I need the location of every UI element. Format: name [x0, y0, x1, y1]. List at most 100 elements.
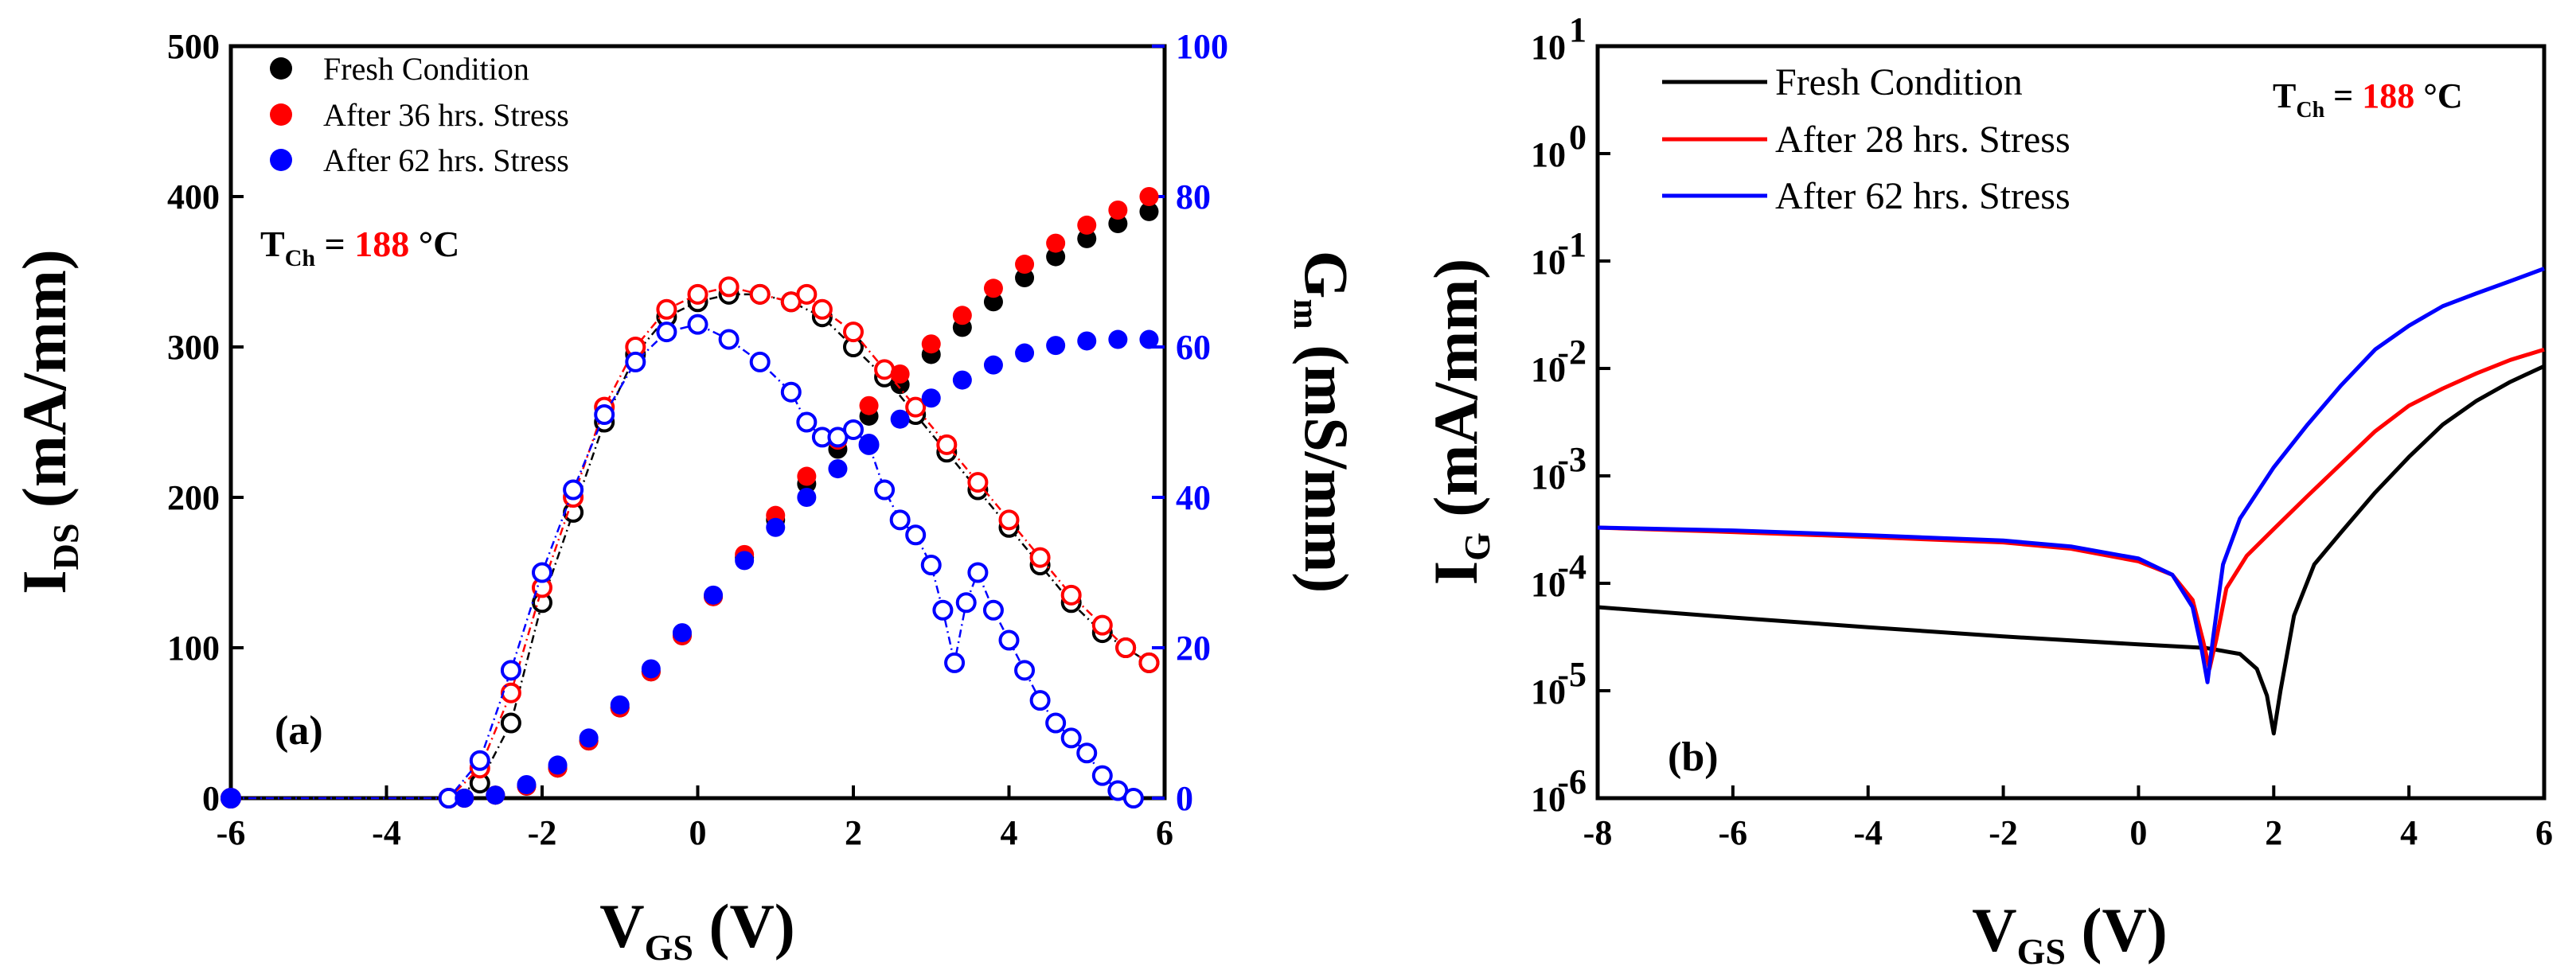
a-ids-point — [1139, 329, 1159, 349]
b-ytick-label: 10 — [1531, 565, 1566, 604]
a-gm-point — [944, 652, 966, 673]
a-gm-point — [905, 396, 927, 418]
panel-a-label: (a) — [275, 708, 323, 754]
panel-a-temperature-annotation: TCh = 188 °C — [260, 224, 459, 271]
a-ids-point — [1015, 268, 1035, 288]
a-ids-point — [952, 370, 972, 390]
b-ytick-label: 10 — [1531, 458, 1566, 497]
a-gm-point — [656, 321, 677, 343]
a-gm-point — [500, 682, 521, 703]
a-xtick-label: 0 — [689, 813, 707, 852]
panel-b-frame — [1595, 44, 2547, 801]
a-ids-point — [455, 789, 474, 808]
a-gm-point — [532, 562, 552, 583]
b-ytick-label: 10 — [1531, 350, 1566, 389]
b-ytick-exponent: 0 — [1569, 118, 1587, 157]
panel-b-temperature-annotation: TCh = 188 °C — [2273, 76, 2463, 123]
a-gm-point — [1138, 652, 1160, 673]
a-xtick-label: -6 — [217, 813, 246, 852]
a-ids-point — [983, 279, 1003, 298]
a-ids-point — [1077, 331, 1097, 351]
panel-a-ylabel: IDS (mA/mm) — [10, 249, 86, 594]
a-ids-point — [610, 695, 630, 715]
a-ids-point — [221, 789, 240, 808]
a-gm-point — [920, 555, 942, 576]
a-ids-point — [1077, 228, 1097, 248]
b-xtick-label: 2 — [2265, 813, 2282, 852]
a-ids-point — [828, 459, 848, 479]
a-gm-point — [998, 629, 1020, 651]
b-line-after-62-hrs-stress — [1597, 267, 2545, 684]
legend-label-fresh: Fresh Condition — [323, 51, 529, 87]
panel-a: -6 -4 -2 0 2 4 6 0 100 200 300 400 500 0 20 40 60 80 100… — [10, 27, 1361, 968]
b-ytick-exponent: -2 — [1557, 333, 1587, 372]
a-gm-point — [594, 404, 615, 426]
a-ids-point — [1015, 343, 1035, 363]
panel-b-xlabel: VGS (V) — [1972, 895, 2168, 972]
a-ytick-label: 0 — [202, 779, 220, 818]
a-ids-point — [548, 755, 568, 775]
a-xtick-label: 6 — [1156, 813, 1173, 852]
b-line-after-28-hrs-stress — [1597, 347, 2545, 671]
a-ids-point — [1046, 233, 1066, 253]
a-y2tick-label: 40 — [1176, 478, 1211, 517]
a-series-after-62-hrs-stress — [221, 314, 1159, 809]
a-y2tick-label: 20 — [1176, 629, 1211, 668]
a-gm-point — [718, 276, 740, 298]
a-gm-point — [905, 524, 927, 546]
a-gm-point — [780, 381, 802, 403]
a-ids-point — [641, 659, 661, 679]
a-ids-point — [672, 623, 692, 643]
a-ids-point — [859, 395, 879, 415]
a-ids-point — [1015, 255, 1035, 275]
a-ids-point — [1108, 329, 1128, 349]
a-gm-point — [500, 712, 521, 734]
b-xtick-label: 0 — [2129, 813, 2147, 852]
a-ids-point — [1139, 187, 1159, 206]
legend-label-28hrs: After 28 hrs. Stress — [1775, 119, 2071, 161]
a-gm-point — [874, 479, 896, 501]
legend-label-36hrs: After 36 hrs. Stress — [323, 97, 569, 133]
a-gm-point — [656, 298, 677, 320]
a-ytick-label: 500 — [167, 27, 220, 66]
a-ids-point — [921, 334, 941, 354]
panel-b-legend: Fresh Condition After 28 hrs. Stress Aft… — [1662, 61, 2071, 217]
a-gm-point — [749, 351, 771, 372]
a-ids-point — [890, 409, 910, 429]
a-gm-point — [932, 599, 954, 621]
panel-a-xlabel: VGS (V) — [599, 891, 795, 968]
b-ytick-label: 10 — [1531, 243, 1566, 282]
a-gm-point — [1122, 788, 1144, 809]
b-ytick-exponent: -6 — [1557, 762, 1587, 801]
a-gm-point — [687, 314, 708, 335]
a-ids-point — [486, 785, 505, 805]
a-y2tick-label: 100 — [1176, 27, 1228, 66]
a-gm-point — [967, 472, 989, 493]
a-ids-point — [797, 466, 817, 486]
a-ids-point — [579, 728, 599, 748]
b-ytick-label: 10 — [1531, 135, 1566, 174]
a-gm-point — [889, 509, 911, 531]
b-ytick-label: 10 — [1531, 28, 1566, 67]
a-ids-point — [797, 488, 817, 507]
a-ids-point — [921, 388, 941, 408]
a-gm-point — [796, 411, 818, 433]
legend-label-62hrs: After 62 hrs. Stress — [323, 142, 569, 178]
b-line-fresh-condition — [1597, 364, 2546, 736]
panel-a-y2label: Gm (mS/mm) — [1286, 251, 1361, 593]
b-xtick-label: -4 — [1853, 813, 1883, 852]
b-xtick-label: 6 — [2535, 813, 2553, 852]
a-gm-point — [1091, 765, 1113, 786]
a-ids-point — [983, 355, 1003, 375]
a-gm-point — [982, 599, 1004, 621]
a-ytick-label: 400 — [167, 177, 220, 216]
b-ytick-label: 10 — [1531, 672, 1566, 711]
a-ytick-label: 300 — [167, 328, 220, 367]
a-gm-point — [625, 351, 646, 372]
a-gm-point — [796, 283, 818, 305]
a-gm-point — [563, 479, 584, 501]
a-y2tick-label: 0 — [1176, 779, 1193, 818]
a-gm-line-fresh-condition — [231, 293, 1150, 800]
b-ytick-label: 10 — [1531, 780, 1566, 819]
a-gm-point — [1091, 614, 1113, 636]
